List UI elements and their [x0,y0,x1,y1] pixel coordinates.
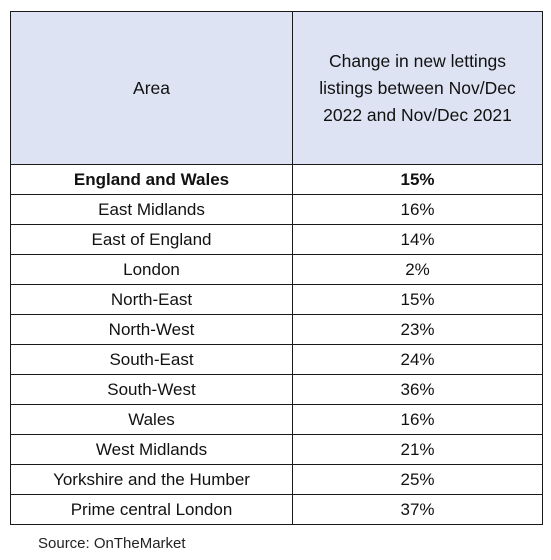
change-cell: 16% [292,404,543,435]
table-row: South-West 36% [10,374,543,405]
area-cell: North-East [10,284,293,315]
change-cell: 16% [292,194,543,225]
change-cell: 25% [292,464,543,495]
area-cell: Yorkshire and the Humber [10,464,293,495]
change-cell: 23% [292,314,543,345]
area-cell: East Midlands [10,194,293,225]
table-header-row: Area Change in new lettings listings bet… [10,11,543,165]
table-row: Yorkshire and the Humber 25% [10,464,543,495]
area-cell: Prime central London [10,494,293,525]
change-cell: 2% [292,254,543,285]
area-cell: South-West [10,374,293,405]
area-cell: West Midlands [10,434,293,465]
area-cell: East of England [10,224,293,255]
table-row: Wales 16% [10,404,543,435]
source-note: Source: OnTheMarket [38,535,186,552]
table-row: England and Wales 15% [10,164,543,195]
table-row: North-East 15% [10,284,543,315]
column-header-area: Area [10,11,293,165]
table-row: Prime central London 37% [10,494,543,525]
change-cell: 36% [292,374,543,405]
change-cell: 24% [292,344,543,375]
table-row: East of England 14% [10,224,543,255]
column-header-change-label: Change in new lettings listings between … [319,50,516,125]
column-header-change: Change in new lettings listings between … [292,11,543,165]
change-cell: 15% [292,284,543,315]
table-body: England and Wales 15% East Midlands 16% East… [10,164,543,525]
area-cell: South-East [10,344,293,375]
area-cell: England and Wales [10,164,293,195]
change-cell: 21% [292,434,543,465]
lettings-change-table: Area Change in new lettings listings bet… [10,11,543,525]
table-row: South-East 24% [10,344,543,375]
change-cell: 14% [292,224,543,255]
change-cell: 15% [292,164,543,195]
table-row: London 2% [10,254,543,285]
table-row: East Midlands 16% [10,194,543,225]
table-row: West Midlands 21% [10,434,543,465]
change-cell: 37% [292,494,543,525]
table-row: North-West 23% [10,314,543,345]
column-header-area-label: Area [133,77,170,98]
area-cell: London [10,254,293,285]
area-cell: North-West [10,314,293,345]
area-cell: Wales [10,404,293,435]
